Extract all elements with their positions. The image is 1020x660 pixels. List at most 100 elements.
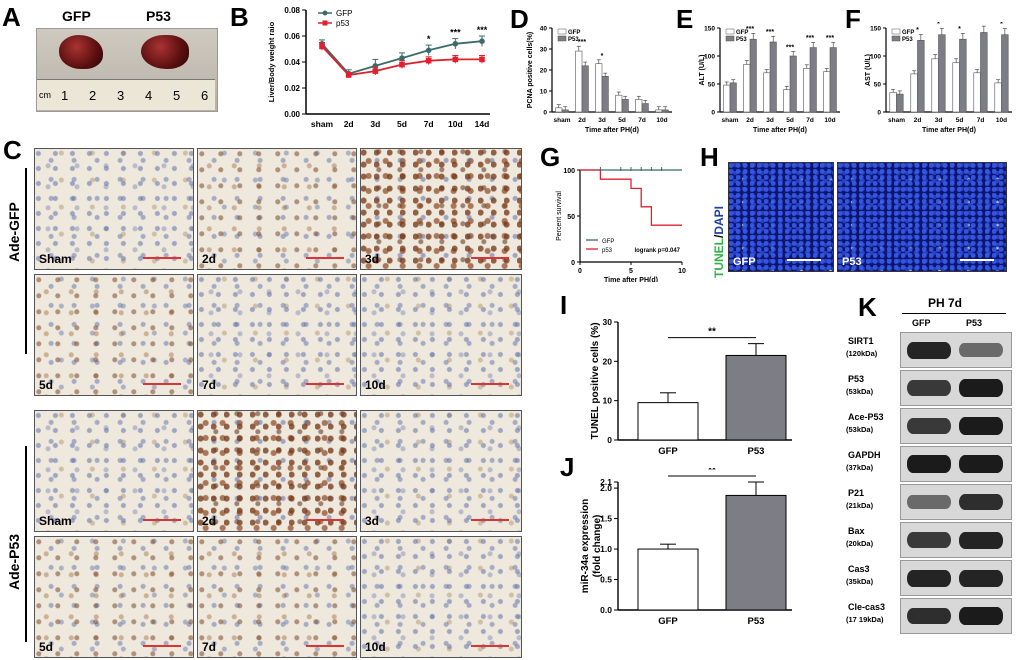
y-tick-label: 0 (543, 110, 547, 117)
blot-band-gfp (907, 455, 951, 473)
blot-kda: (120kDa) (846, 349, 878, 358)
ihc-p53-3d: 3d (360, 410, 522, 532)
scale-bar (143, 645, 181, 647)
ihc-gfp-sham: Sham (34, 148, 194, 270)
data-point (399, 55, 405, 61)
bar-GFP (635, 99, 643, 113)
y-tick-label: 100 (563, 168, 575, 175)
blot-strip-sirt1 (900, 332, 1012, 368)
tile-label: 3d (365, 252, 380, 266)
y-axis-label: (fold change) (592, 515, 603, 578)
data-point (479, 38, 485, 44)
data-point (399, 61, 405, 68)
bar-P53 (729, 82, 737, 113)
blot-label-ace-p53: Ace-P53 (848, 412, 884, 422)
scale-bar (471, 519, 509, 521)
x-tick-label: 10d (824, 117, 835, 124)
legend-swatch (557, 35, 567, 42)
chart-pcna: 0 10 20 30 40 PCNA positive cells(%) Time afte… (527, 26, 672, 134)
panel-letter-a: A (2, 2, 21, 32)
panel-letter-e: E (676, 4, 694, 34)
x-tick-label: 2d (746, 117, 754, 124)
chart-survival: 0 50 100 0 5 10 Percent survival Time after PH(… (556, 167, 686, 282)
blot-band-gfp (907, 418, 951, 434)
ruler-tick-4: 4 (145, 88, 153, 103)
bar-GFP (575, 50, 583, 113)
x-tick-label: sham (554, 117, 571, 124)
ihc-gfp-10d: 10d (360, 274, 522, 396)
chart-alt: 0 50 100 150 ALT (U/L) Time after PH(d) sham 2d… (699, 26, 840, 134)
y-tick-label: 2.1 (600, 477, 612, 487)
blot-band-p53 (959, 531, 1003, 549)
legend-marker (322, 20, 328, 26)
significance-mark: * (916, 27, 919, 34)
y-tick-label: 0.08 (284, 6, 300, 15)
y-tick-label: 50 (708, 82, 716, 89)
significance-mark: * (958, 26, 961, 33)
blot-label-bax: Bax (848, 526, 865, 536)
data-point (319, 43, 325, 50)
significance-mark: * (427, 34, 431, 44)
liver-p53 (141, 35, 189, 69)
group-label-ade-gfp: Ade-GFP (6, 202, 22, 262)
legend-swatch (725, 28, 735, 35)
ihc-p53-2d: 2d (197, 410, 357, 532)
tunel-image-p53: P53 (837, 162, 1007, 272)
blot-band-gfp (907, 495, 951, 509)
y-tick-label: 50 (874, 82, 882, 89)
bar-P53 (917, 40, 925, 113)
y-tick-label: 150 (870, 26, 881, 33)
tunel-label: TUNEL (712, 238, 726, 278)
ihc-p53-5d: 5d (34, 536, 194, 658)
x-tick-label: 7d (424, 119, 434, 128)
panel-letter-h: H (700, 142, 719, 172)
bar-GFP (555, 107, 563, 113)
tunel-image-gfp: GFP (728, 162, 834, 272)
bar-P53 (601, 75, 609, 113)
blot-band-p53 (959, 493, 1003, 511)
bar-P53 (896, 93, 904, 113)
y-tick-label: 20 (603, 356, 613, 366)
x-axis-label: Time after PH(d) (922, 127, 976, 134)
significance-mark: *** (826, 35, 834, 42)
x-tick-label: 7d (977, 117, 985, 124)
significance-mark: ** (708, 327, 716, 338)
significance-mark: *** (477, 25, 488, 35)
blot-label-p21: P21 (848, 488, 865, 498)
x-tick-label: GFP (658, 616, 678, 627)
ihc-gfp-7d: 7d (197, 274, 357, 396)
significance-mark: *** (578, 39, 586, 46)
bar-P53 (725, 354, 787, 441)
panel-letter-d: D (510, 4, 529, 34)
y-tick-label: 40 (540, 26, 548, 33)
bar-P53 (959, 38, 967, 113)
significance-mark: *** (766, 29, 774, 36)
ruler-tick-1: 1 (61, 88, 69, 103)
data-point (452, 56, 459, 63)
blot-band-p53 (959, 379, 1003, 397)
liver-photo: cm 1 2 3 4 5 6 (36, 28, 218, 112)
scale-bar (306, 645, 344, 647)
lane-label-p53: P53 (966, 318, 983, 328)
survival-curve-p53 (580, 169, 682, 226)
tile-label: 7d (202, 378, 217, 392)
scale-bar (471, 383, 509, 385)
blot-label-cas3: Cas3 (848, 564, 870, 574)
y-tick-label: 30 (540, 47, 548, 54)
blot-kda: (17 19kDa) (846, 615, 884, 624)
y-tick-label: 10 (540, 89, 548, 96)
bar-P53 (938, 34, 946, 113)
x-tick-label: 5d (786, 117, 794, 124)
panel-letter-f: F (845, 4, 861, 34)
y-tick-label: 0.0 (600, 605, 612, 615)
y-tick-label: 0 (877, 110, 881, 117)
significance-mark: *** (746, 26, 754, 33)
scale-bar (143, 383, 181, 385)
y-tick-label: 0 (607, 435, 612, 445)
y-tick-label: 0.04 (284, 58, 300, 67)
blot-band-p53 (959, 455, 1003, 473)
y-axis-label: Percent survival (556, 191, 563, 241)
tile-label: GFP (733, 256, 756, 268)
data-point (479, 56, 485, 63)
blot-band-gfp (907, 569, 951, 587)
